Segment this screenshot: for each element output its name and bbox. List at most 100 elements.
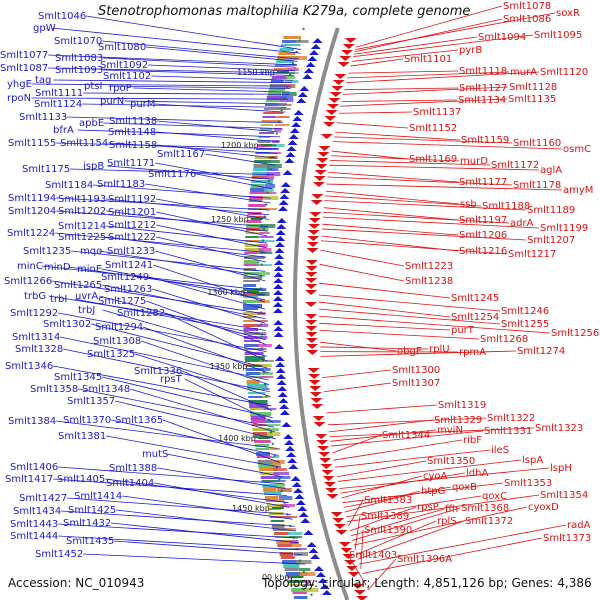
content-track-band bbox=[244, 244, 261, 247]
reverse-gene-arrow bbox=[273, 266, 284, 271]
reverse-label-leader bbox=[166, 453, 283, 478]
content-track-band bbox=[245, 240, 263, 242]
reverse-gene-label: Smlt1111 bbox=[35, 88, 83, 99]
forward-label-leader bbox=[327, 176, 513, 186]
forward-gene-label: Smlt1120 bbox=[540, 67, 588, 78]
content-track-band bbox=[278, 496, 293, 500]
forward-label-leader bbox=[319, 263, 405, 282]
reverse-gene-label: trbG bbox=[24, 291, 46, 302]
forward-gene-arrow bbox=[320, 464, 333, 469]
forward-gene-arrow bbox=[326, 494, 339, 499]
reverse-gene-arrow bbox=[273, 290, 284, 295]
reverse-gene-label: Smlt1388 bbox=[109, 463, 157, 474]
content-track-band bbox=[279, 552, 293, 556]
content-track-band bbox=[302, 580, 312, 583]
reverse-gene-arrow bbox=[300, 518, 311, 523]
forward-gene-label: Smlt1160 bbox=[513, 138, 561, 149]
reverse-label-leader bbox=[156, 131, 280, 142]
reverse-gene-arrow bbox=[295, 500, 306, 505]
forward-gene-arrow bbox=[340, 548, 353, 553]
reverse-gene-label: trbI bbox=[50, 294, 67, 305]
forward-gene-arrow bbox=[333, 524, 346, 529]
reverse-label-leader bbox=[111, 522, 299, 544]
content-track-band bbox=[278, 52, 296, 55]
content-track-band bbox=[276, 60, 294, 63]
reverse-gene-arrow bbox=[294, 494, 305, 499]
content-track-band bbox=[250, 412, 272, 416]
reverse-gene-arrow bbox=[297, 506, 308, 511]
forward-gene-label: adrA bbox=[510, 218, 534, 229]
forward-gene-label: Smlt1246 bbox=[501, 306, 549, 317]
forward-gene-arrow bbox=[317, 152, 330, 157]
reverse-gene-label: Smlt1381 bbox=[58, 431, 106, 442]
reverse-gene-arrow bbox=[284, 158, 295, 163]
forward-gene-label: Smlt1223 bbox=[405, 261, 453, 272]
content-track-band bbox=[270, 144, 285, 147]
content-track-band bbox=[259, 232, 270, 234]
forward-label-leader bbox=[320, 350, 517, 357]
reverse-gene-label: Smlt1417 bbox=[5, 474, 53, 485]
forward-gene-arrow bbox=[329, 92, 342, 97]
content-track-band bbox=[244, 352, 264, 355]
reverse-gene-label: Smlt1233 bbox=[107, 246, 155, 257]
reverse-label-leader bbox=[157, 120, 282, 133]
content-track-band bbox=[261, 120, 282, 122]
forward-gene-label: mviN bbox=[437, 425, 463, 436]
forward-gene-arrow bbox=[324, 116, 337, 121]
forward-gene-arrow bbox=[305, 272, 318, 277]
content-track-band bbox=[243, 336, 258, 339]
reverse-gene-arrow bbox=[273, 284, 284, 289]
content-track-band bbox=[246, 376, 268, 378]
reverse-gene-arrow bbox=[273, 296, 284, 301]
reverse-gene-arrow bbox=[278, 200, 289, 205]
content-track-band bbox=[259, 132, 275, 134]
forward-gene-label: Smlt1152 bbox=[409, 123, 457, 134]
forward-gene-arrow bbox=[314, 170, 327, 175]
content-track-band bbox=[261, 208, 277, 210]
reverse-gene-arrow bbox=[275, 368, 286, 373]
content-track-band bbox=[270, 148, 279, 150]
reverse-gene-arrow bbox=[273, 332, 284, 337]
forward-label-leader bbox=[319, 341, 397, 352]
forward-label-leader bbox=[330, 155, 460, 162]
forward-gene-label: Smlt1094 bbox=[478, 32, 526, 43]
reverse-label-leader bbox=[48, 295, 266, 331]
forward-gene-label: Smlt1169 bbox=[409, 154, 457, 165]
reverse-label-leader bbox=[103, 122, 282, 130]
forward-gene-label: Smlt1206 bbox=[459, 230, 507, 241]
forward-gene-label: Smlt1390 bbox=[364, 525, 412, 536]
reverse-gene-label: Smlt1202 bbox=[58, 206, 106, 217]
forward-label-leader bbox=[320, 249, 405, 267]
content-track-band bbox=[266, 168, 279, 171]
reverse-gene-label: Smlt1046 bbox=[38, 11, 86, 22]
content-track-band bbox=[291, 544, 302, 547]
content-track-band bbox=[273, 472, 290, 475]
content-track-band bbox=[283, 36, 301, 39]
content-track-band bbox=[249, 196, 263, 200]
reverse-gene-label: Smlt1263 bbox=[104, 284, 152, 295]
forward-gene-arrow bbox=[309, 386, 322, 391]
reverse-gene-arrow bbox=[299, 86, 310, 91]
reverse-gene-label: Smlt1266 bbox=[4, 276, 52, 287]
forward-label-leader bbox=[319, 315, 551, 334]
content-track-band bbox=[250, 416, 266, 420]
reverse-gene-label: Smlt1414 bbox=[74, 491, 122, 502]
reverse-label-leader bbox=[155, 162, 273, 185]
reverse-gene-label: gpW bbox=[33, 23, 56, 34]
reverse-gene-arrow bbox=[274, 254, 285, 259]
reverse-gene-label: Smlt1154 bbox=[60, 138, 108, 149]
reverse-label-leader bbox=[148, 64, 296, 72]
reverse-label-leader bbox=[106, 225, 267, 244]
forward-label-leader bbox=[354, 515, 361, 550]
forward-gene-label: Smlt1389 bbox=[361, 511, 409, 522]
reverse-label-leader bbox=[67, 116, 283, 124]
forward-gene-label: Smlt1216 bbox=[459, 246, 507, 257]
reverse-gene-arrow bbox=[273, 320, 284, 325]
forward-label-leader bbox=[321, 228, 527, 241]
gene-arrows bbox=[273, 38, 368, 600]
reverse-label-leader bbox=[149, 276, 266, 310]
reverse-gene-arrow bbox=[307, 56, 318, 61]
reverse-label-leader bbox=[152, 288, 266, 324]
reverse-gene-arrow bbox=[284, 440, 295, 445]
reverse-label-leader bbox=[31, 97, 289, 100]
